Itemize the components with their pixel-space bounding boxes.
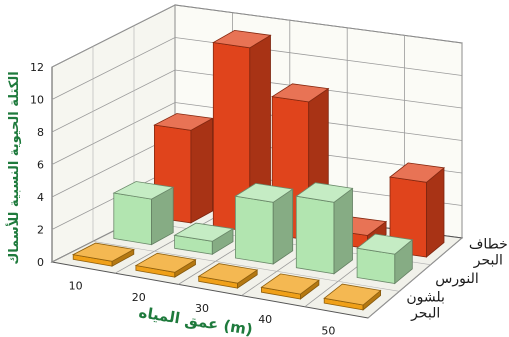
y-axis-label: الكتلة الحيوية النسبية للأسماك — [5, 71, 22, 264]
bar-top-face — [173, 222, 235, 242]
y-tick-label: 10 — [30, 94, 44, 107]
bar-top-face — [134, 252, 197, 273]
bar-top-face — [234, 182, 294, 203]
floor-gridline — [367, 237, 463, 319]
bar-top-face — [323, 283, 382, 306]
bar — [389, 162, 445, 258]
bar-top-face — [71, 242, 136, 262]
bar-front-face — [295, 195, 335, 275]
bar — [71, 242, 136, 267]
y-tick-label: 0 — [37, 256, 44, 269]
x-tick-label: 30 — [195, 302, 209, 315]
bar — [323, 283, 382, 311]
bar-top-face — [356, 233, 414, 255]
bar-top-face — [295, 182, 354, 203]
y-tick-label: 8 — [37, 126, 44, 139]
x-tick-labels: 10 20 30 40 50 — [69, 280, 336, 337]
bar-side-face — [190, 117, 214, 224]
series-label: النورس — [435, 271, 478, 287]
bar — [295, 182, 354, 275]
bar — [134, 252, 197, 278]
bar-top-face — [112, 181, 175, 200]
y-tick-label: 4 — [37, 191, 44, 204]
x-tick-label: 50 — [321, 324, 335, 337]
y-tick-label: 12 — [30, 61, 44, 74]
bar-top-face — [260, 273, 320, 295]
bar — [173, 222, 235, 256]
bar — [260, 273, 320, 300]
bar-front-face — [113, 192, 152, 246]
bar — [356, 233, 414, 285]
bar-side-face — [333, 187, 353, 275]
y-tick-labels: 0 2 4 6 8 10 12 — [30, 61, 44, 269]
bar-front-face — [234, 195, 274, 265]
bar-top-face — [389, 162, 445, 183]
bar — [234, 182, 294, 265]
y-tick-label: 6 — [37, 159, 44, 172]
bar-top-face — [197, 263, 259, 284]
bars — [71, 29, 445, 311]
bar-top-face — [153, 113, 214, 131]
series-label: بلشون البحر — [406, 290, 445, 322]
bar-side-face — [426, 166, 445, 258]
bar — [212, 29, 272, 233]
bar — [197, 263, 259, 289]
y-tick-label: 2 — [37, 224, 44, 237]
bar — [112, 181, 175, 246]
series-labels: بلشون البحر النورس خطاف البحر — [406, 236, 507, 321]
x-tick-label: 20 — [132, 291, 146, 304]
x-tick-label: 40 — [258, 313, 272, 326]
x-tick-label: 10 — [69, 280, 83, 293]
floor-gridline — [92, 241, 400, 292]
series-label: خطاف البحر — [469, 236, 508, 268]
bar-top-face — [212, 29, 272, 49]
floor-gridline — [115, 207, 233, 274]
bar-top-face — [271, 83, 330, 103]
